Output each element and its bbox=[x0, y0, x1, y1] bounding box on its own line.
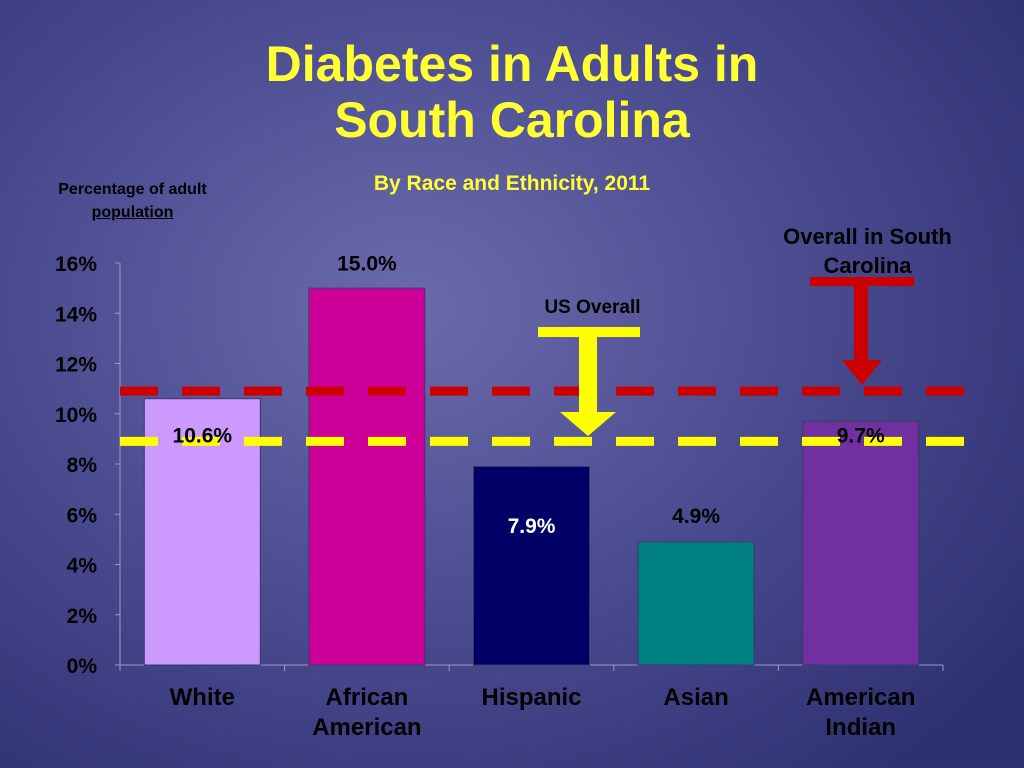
bar bbox=[473, 466, 590, 666]
y-axis-label-line-1: Percentage of adult bbox=[58, 181, 207, 198]
slide-title: Diabetes in Adults in South Carolina bbox=[0, 36, 1024, 148]
y-tick-label: 14% bbox=[55, 303, 97, 326]
slide-subtitle: By Race and Ethnicity, 2011 bbox=[373, 172, 651, 195]
us-arrow-shaft bbox=[579, 336, 597, 414]
category-label: American bbox=[312, 714, 421, 741]
category-label: White bbox=[170, 684, 235, 711]
y-tick-label: 0% bbox=[67, 655, 98, 678]
sc-arrow-bar bbox=[810, 277, 914, 286]
data-label: 15.0% bbox=[337, 253, 397, 276]
us-arrow-head bbox=[560, 412, 616, 436]
bar bbox=[308, 287, 426, 666]
sc-overall-label-line-1: Overall in South bbox=[783, 224, 952, 249]
y-tick-label: 10% bbox=[55, 404, 97, 427]
y-tick-label: 12% bbox=[55, 354, 97, 377]
y-axis-label: Percentage of adult population bbox=[30, 178, 235, 224]
y-axis-label-line-2: population bbox=[91, 204, 174, 221]
category-label: Asian bbox=[663, 684, 728, 711]
us-overall-label: US Overall bbox=[544, 297, 641, 318]
data-label: 9.7% bbox=[837, 425, 885, 448]
category-label: American bbox=[806, 684, 915, 711]
y-tick-label: 8% bbox=[67, 454, 98, 477]
title-line-1: Diabetes in Adults in bbox=[265, 36, 759, 92]
bar bbox=[802, 420, 920, 666]
category-label: African bbox=[326, 684, 409, 711]
category-label: Hispanic bbox=[481, 684, 581, 711]
y-tick-label: 4% bbox=[67, 555, 98, 578]
y-tick-label: 6% bbox=[67, 504, 98, 527]
data-label: 4.9% bbox=[672, 505, 720, 528]
sc-overall-label: Overall in South Carolina bbox=[755, 222, 980, 280]
title-line-2: South Carolina bbox=[334, 92, 690, 148]
sc-arrow-head bbox=[842, 360, 882, 385]
sc-overall-label-line-2: Carolina bbox=[823, 253, 912, 278]
bar bbox=[637, 541, 755, 666]
data-label: 7.9% bbox=[508, 515, 556, 538]
y-tick-label: 2% bbox=[67, 605, 98, 628]
us-arrow-bar bbox=[538, 327, 640, 337]
category-label: Indian bbox=[825, 714, 896, 741]
data-label: 10.6% bbox=[173, 425, 233, 448]
sc-arrow-shaft bbox=[854, 285, 868, 361]
y-tick-label: 16% bbox=[55, 253, 97, 276]
